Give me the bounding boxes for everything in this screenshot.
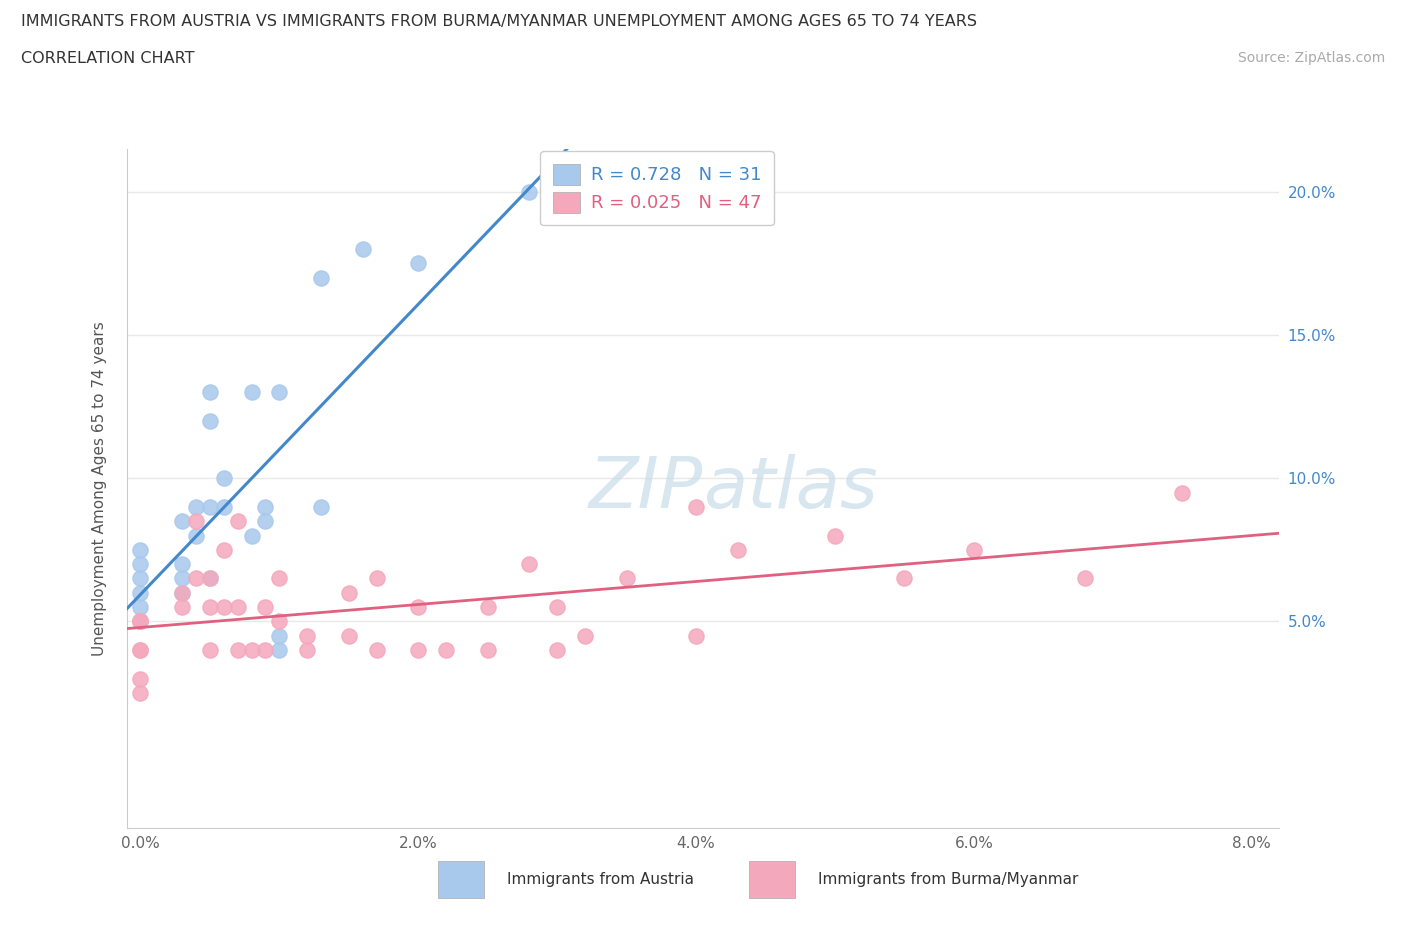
Point bbox=[1074, 571, 1097, 586]
Point bbox=[184, 571, 207, 586]
Point bbox=[129, 643, 152, 658]
Point bbox=[254, 600, 277, 615]
Point bbox=[172, 585, 194, 600]
Point bbox=[727, 542, 749, 557]
Point bbox=[963, 542, 986, 557]
Y-axis label: Unemployment Among Ages 65 to 74 years: Unemployment Among Ages 65 to 74 years bbox=[93, 321, 107, 656]
Point bbox=[893, 571, 915, 586]
Point bbox=[198, 385, 221, 400]
Point bbox=[269, 629, 291, 644]
Point bbox=[295, 643, 318, 658]
Point bbox=[269, 571, 291, 586]
Point bbox=[254, 643, 277, 658]
Point bbox=[254, 499, 277, 514]
Text: IMMIGRANTS FROM AUSTRIA VS IMMIGRANTS FROM BURMA/MYANMAR UNEMPLOYMENT AMONG AGES: IMMIGRANTS FROM AUSTRIA VS IMMIGRANTS FR… bbox=[21, 14, 977, 29]
Point bbox=[226, 600, 249, 615]
Point bbox=[129, 614, 152, 629]
Point bbox=[184, 528, 207, 543]
Point bbox=[129, 614, 152, 629]
Point bbox=[212, 542, 235, 557]
Point bbox=[198, 600, 221, 615]
Point bbox=[129, 571, 152, 586]
Point bbox=[198, 499, 221, 514]
Point bbox=[129, 557, 152, 572]
Point bbox=[546, 643, 568, 658]
Text: atlas: atlas bbox=[703, 454, 877, 523]
Point bbox=[226, 643, 249, 658]
Point bbox=[366, 643, 388, 658]
Point bbox=[198, 414, 221, 429]
Point bbox=[240, 385, 263, 400]
Point bbox=[406, 256, 429, 271]
Text: Immigrants from Austria: Immigrants from Austria bbox=[508, 872, 695, 887]
Point bbox=[337, 585, 360, 600]
Point bbox=[129, 614, 152, 629]
Point bbox=[240, 528, 263, 543]
Point bbox=[477, 643, 499, 658]
Point bbox=[129, 685, 152, 700]
Point bbox=[198, 571, 221, 586]
Point bbox=[295, 629, 318, 644]
Point bbox=[184, 513, 207, 528]
Point bbox=[519, 184, 541, 199]
Point bbox=[685, 629, 707, 644]
Point bbox=[366, 571, 388, 586]
Point bbox=[269, 385, 291, 400]
Point bbox=[129, 542, 152, 557]
Point bbox=[269, 643, 291, 658]
Text: ZIP: ZIP bbox=[589, 454, 703, 523]
Text: Source: ZipAtlas.com: Source: ZipAtlas.com bbox=[1237, 51, 1385, 65]
Text: Immigrants from Burma/Myanmar: Immigrants from Burma/Myanmar bbox=[818, 872, 1078, 887]
Point bbox=[406, 600, 429, 615]
Point bbox=[546, 600, 568, 615]
FancyBboxPatch shape bbox=[749, 861, 796, 898]
Point bbox=[212, 471, 235, 485]
Point bbox=[269, 614, 291, 629]
Point bbox=[685, 499, 707, 514]
Point bbox=[352, 242, 374, 257]
Point bbox=[519, 557, 541, 572]
Point bbox=[212, 600, 235, 615]
Point bbox=[184, 499, 207, 514]
Point bbox=[129, 671, 152, 686]
Point bbox=[240, 643, 263, 658]
Legend: R = 0.728   N = 31, R = 0.025   N = 47: R = 0.728 N = 31, R = 0.025 N = 47 bbox=[540, 151, 773, 225]
Point bbox=[129, 585, 152, 600]
Point bbox=[172, 585, 194, 600]
FancyBboxPatch shape bbox=[437, 861, 484, 898]
Point bbox=[129, 614, 152, 629]
Point bbox=[309, 271, 332, 286]
Point bbox=[172, 571, 194, 586]
Point bbox=[212, 499, 235, 514]
Point bbox=[309, 499, 332, 514]
Point bbox=[129, 600, 152, 615]
Point bbox=[172, 513, 194, 528]
Point bbox=[198, 643, 221, 658]
Point bbox=[172, 557, 194, 572]
Point bbox=[1171, 485, 1194, 500]
Point bbox=[616, 571, 638, 586]
Point bbox=[477, 600, 499, 615]
Point bbox=[198, 571, 221, 586]
Point bbox=[824, 528, 846, 543]
Point bbox=[226, 513, 249, 528]
Point bbox=[254, 513, 277, 528]
Point bbox=[172, 600, 194, 615]
Point bbox=[434, 643, 457, 658]
Text: CORRELATION CHART: CORRELATION CHART bbox=[21, 51, 194, 66]
Point bbox=[406, 643, 429, 658]
Point bbox=[337, 629, 360, 644]
Point bbox=[129, 643, 152, 658]
Point bbox=[574, 629, 596, 644]
